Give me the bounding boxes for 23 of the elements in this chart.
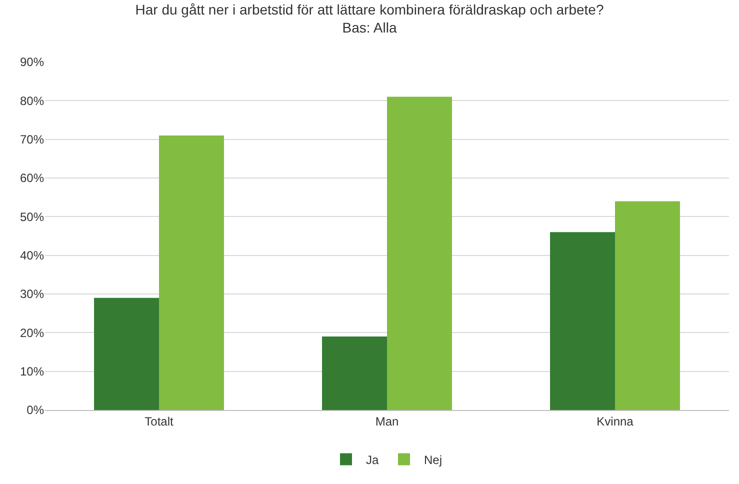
bar <box>615 201 680 410</box>
x-tick-label: Kvinna <box>596 414 634 428</box>
chart-title: Har du gått ner i arbetstid för att lättare kombinera föräldraskap och arbete? <box>135 2 604 18</box>
y-tick-label: 60% <box>20 171 44 186</box>
x-tick-label: Man <box>375 414 399 428</box>
y-tick-label: 90% <box>20 55 44 70</box>
chart-subtitle: Bas: Alla <box>342 20 397 36</box>
y-tick-label: 20% <box>20 326 44 340</box>
y-tick-label: 50% <box>20 210 44 224</box>
y-tick-label: 0% <box>26 403 44 418</box>
y-tick-label: 80% <box>20 94 44 108</box>
bar <box>550 232 615 410</box>
bar <box>387 96 452 410</box>
y-tick-label: 70% <box>20 132 44 147</box>
y-tick-label: 10% <box>20 364 44 379</box>
legend-label: Nej <box>424 452 442 467</box>
y-tick-label: 30% <box>20 287 44 302</box>
legend-label: Ja <box>366 452 379 467</box>
y-tick-label: 40% <box>20 248 44 263</box>
x-tick-label: Totalt <box>144 414 174 428</box>
bar <box>159 135 224 410</box>
bar <box>322 336 387 410</box>
bar <box>94 298 159 410</box>
